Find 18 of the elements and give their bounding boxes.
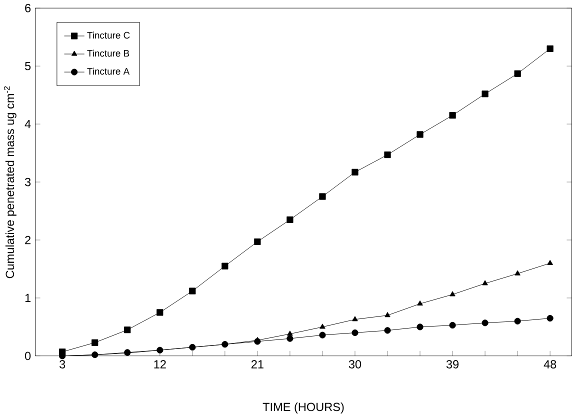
x-tick-label: 21 bbox=[251, 360, 264, 368]
y-tick-label: 6 bbox=[25, 4, 31, 12]
legend-label: Tincture A bbox=[87, 68, 130, 74]
legend-label: Tincture B bbox=[87, 50, 130, 56]
y-tick-label: 1 bbox=[25, 294, 31, 302]
y-tick-label: 4 bbox=[24, 120, 31, 128]
y-tick-label: 0 bbox=[24, 352, 31, 360]
x-axis-title: TIME (HOURS) bbox=[262, 402, 344, 414]
y-axis-title: Cumulative penetrated mass ug cm$^{-2}$ bbox=[4, 86, 16, 278]
x-tick-label: 3 bbox=[60, 360, 66, 368]
y-tick-label: 2 bbox=[25, 236, 30, 244]
x-tick-label: 48 bbox=[544, 360, 556, 368]
x-tick-label: 30 bbox=[348, 360, 362, 368]
x-tick-label: 12 bbox=[154, 360, 166, 368]
legend-label: Tincture C bbox=[87, 31, 130, 38]
y-tick-label: 5 bbox=[25, 62, 31, 70]
y-tick-label: 3 bbox=[24, 178, 31, 186]
x-tick-label: 39 bbox=[446, 360, 459, 368]
